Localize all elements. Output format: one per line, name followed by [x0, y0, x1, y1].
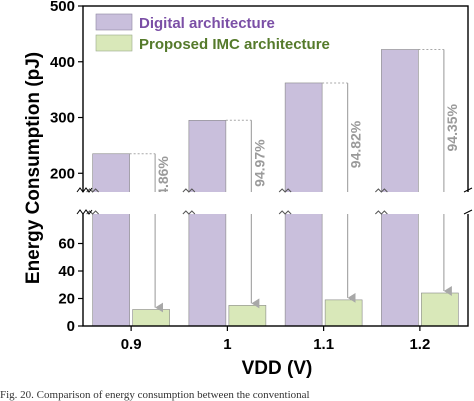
y-tick-label-0: 0 — [67, 318, 75, 335]
y-tick-label-20: 20 — [58, 291, 75, 308]
y-axis-break-mark — [76, 209, 93, 215]
bar-digital-0.9 — [92, 153, 130, 327]
x-axis-title: VDD (V) — [242, 358, 313, 379]
x-tick-label-0.9: 0.9 — [121, 336, 142, 353]
bar-break-mark — [182, 188, 196, 193]
reduction-label-1.1: 94.82% — [348, 120, 364, 168]
bar-break-mark — [375, 210, 388, 215]
bar-break-mark — [86, 188, 99, 193]
bar-break-mark — [278, 210, 292, 215]
y-axis-break-mark — [76, 187, 93, 193]
bar-imc-1.2 — [421, 292, 459, 327]
y-tick-label-400: 400 — [50, 54, 75, 71]
y-tick-label-200: 200 — [50, 165, 75, 182]
legend: Digital architecture Proposed IMC archit… — [95, 13, 330, 53]
bars-layer — [92, 49, 459, 327]
bar-imc-1.1 — [324, 299, 363, 327]
y-tick-label-500: 500 — [50, 0, 75, 15]
y-axis-title: Energy Consumption (pJ) — [23, 52, 44, 284]
bar-break-mark — [86, 210, 99, 215]
axis-break-gap — [75, 192, 474, 214]
bar-break-mark — [278, 188, 292, 193]
reduction-label-1.2: 94.35% — [444, 103, 460, 151]
figure-caption: Fig. 20. Comparison of energy consumptio… — [0, 389, 310, 401]
legend-label-digital: Digital architecture — [139, 15, 275, 32]
x-tick-label-1.1: 1.1 — [313, 336, 334, 353]
bar-digital-1 — [188, 120, 227, 327]
legend-swatch-digital — [95, 13, 133, 31]
legend-swatch-imc — [95, 34, 133, 52]
x-tick-label-1: 1 — [223, 336, 231, 353]
bar-break-mark — [182, 210, 196, 215]
right-axis-break-mark — [463, 187, 473, 193]
bar-imc-1 — [228, 305, 267, 327]
reduction-label-0.9: 94.86% — [155, 156, 171, 204]
bar-break-mark — [375, 188, 388, 193]
bar-digital-1.2 — [381, 49, 419, 327]
plot-frame — [82, 5, 469, 327]
y-tick-label-60: 60 — [58, 236, 75, 253]
x-tick-label-1.2: 1.2 — [409, 336, 430, 353]
y-tick-label-40: 40 — [58, 263, 75, 280]
reduction-label-1: 94.97% — [251, 139, 267, 187]
right-axis-break-mark — [463, 209, 473, 215]
legend-label-imc: Proposed IMC architecture — [139, 36, 330, 53]
axis-layer: 0.9 1 1.1 1.2 0 20 40 60 200 300 400 500 — [50, 0, 474, 353]
bar-imc-0.9 — [132, 309, 170, 327]
arrows-layer: 94.86% 94.97% 94.82% 94.35% — [129, 48, 460, 313]
y-tick-label-300: 300 — [50, 110, 75, 127]
